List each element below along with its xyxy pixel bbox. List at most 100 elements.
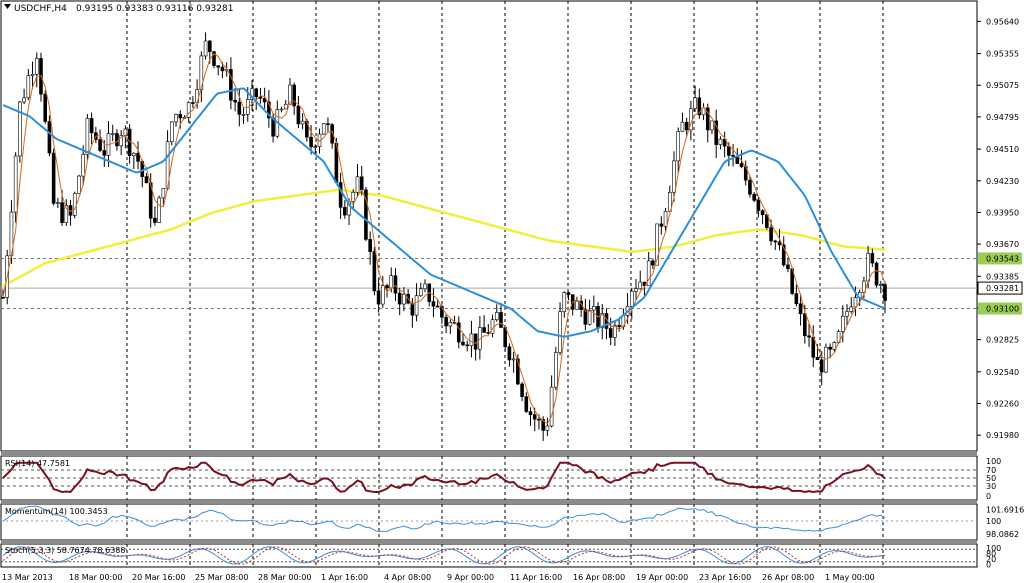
candle-body bbox=[583, 309, 588, 325]
candle-body bbox=[756, 200, 761, 211]
candle-body bbox=[798, 303, 803, 315]
momentum-panel[interactable] bbox=[0, 503, 978, 541]
candle-body bbox=[659, 223, 664, 227]
candle-body bbox=[89, 118, 94, 134]
candle-body bbox=[435, 305, 440, 308]
candle-body bbox=[229, 69, 233, 101]
candle-body bbox=[85, 118, 90, 155]
candle-body bbox=[212, 51, 216, 66]
candle-body bbox=[372, 251, 377, 292]
candle-body bbox=[613, 325, 617, 338]
price-tick-label: 0.92825 bbox=[986, 336, 1019, 345]
candle-body bbox=[397, 292, 402, 305]
time-tick-label: 1 Apr 16:00 bbox=[321, 573, 368, 582]
level-low-marker: 0.93100 bbox=[986, 305, 1019, 314]
candle-body bbox=[562, 292, 567, 312]
candle-body bbox=[309, 136, 313, 148]
candles-layer bbox=[1, 32, 887, 441]
candle-body bbox=[191, 102, 195, 104]
candle-body bbox=[465, 344, 470, 347]
candle-body bbox=[638, 281, 643, 290]
ma-long-layer bbox=[2, 188, 886, 287]
candle-body bbox=[115, 133, 119, 147]
candle-body bbox=[241, 114, 246, 116]
ma-long-line bbox=[2, 188, 886, 287]
momentum-tick-label: 100 bbox=[986, 517, 1001, 526]
candle-body bbox=[731, 155, 735, 157]
candle-body bbox=[448, 322, 453, 327]
candle-body bbox=[410, 302, 415, 316]
candle-body bbox=[292, 84, 296, 107]
candle-body bbox=[153, 217, 157, 223]
candle-body bbox=[461, 341, 465, 346]
candle-body bbox=[98, 139, 102, 151]
candle-body bbox=[558, 311, 562, 353]
candle-body bbox=[376, 290, 381, 305]
candle-body bbox=[444, 316, 448, 327]
candle-body bbox=[81, 154, 85, 177]
price-tick-label: 0.94510 bbox=[986, 145, 1019, 154]
candle-body bbox=[279, 108, 284, 111]
candle-body bbox=[364, 189, 368, 240]
candle-body bbox=[351, 191, 356, 202]
price-tick-label: 0.95075 bbox=[986, 81, 1019, 90]
candle-body bbox=[781, 244, 786, 266]
candle-body bbox=[554, 352, 558, 388]
price-tick-label: 0.93385 bbox=[986, 272, 1019, 281]
candle-body bbox=[575, 300, 579, 310]
rsi-top-label: 100 bbox=[986, 457, 1001, 466]
candle-body bbox=[794, 293, 799, 305]
candle-body bbox=[807, 335, 811, 338]
candle-body bbox=[178, 114, 183, 119]
candle-body bbox=[862, 280, 866, 293]
candle-body bbox=[77, 175, 81, 194]
rsi-level-label: 30 bbox=[986, 482, 996, 491]
candle-body bbox=[136, 152, 140, 162]
candle-body bbox=[473, 333, 478, 350]
candle-body bbox=[870, 253, 875, 264]
candle-body bbox=[853, 297, 858, 308]
price-panel[interactable] bbox=[0, 0, 978, 452]
candle-body bbox=[883, 284, 887, 301]
candle-body bbox=[819, 359, 824, 373]
candle-body bbox=[537, 418, 541, 421]
chart-ohlc: 0.93195 0.93383 0.93116 0.93281 bbox=[76, 4, 233, 14]
candle-body bbox=[440, 306, 444, 318]
horizontal-levels bbox=[1, 257, 977, 310]
candle-body bbox=[803, 313, 807, 337]
ma-slow-line bbox=[2, 87, 886, 338]
candle-body bbox=[402, 293, 406, 305]
candle-body bbox=[752, 193, 756, 201]
candle-body bbox=[72, 193, 77, 216]
candle-body bbox=[600, 313, 605, 328]
candle-body bbox=[216, 65, 221, 68]
candle-body bbox=[676, 131, 681, 162]
candle-body bbox=[22, 97, 26, 103]
candle-body bbox=[507, 346, 512, 361]
chart-symbol: USDCHF,H4 bbox=[14, 4, 67, 14]
price-tick-label: 0.94230 bbox=[986, 177, 1019, 186]
candle-body bbox=[174, 114, 178, 123]
ma-slow-layer bbox=[2, 87, 886, 338]
candle-body bbox=[634, 288, 638, 292]
candle-body bbox=[119, 135, 123, 147]
candle-body bbox=[233, 99, 237, 103]
price-axis: 0.95640 0.95355 0.95075 0.94795 0.94510 0.942… bbox=[977, 17, 1023, 440]
candle-body bbox=[528, 411, 533, 416]
candle-body bbox=[431, 301, 436, 307]
candle-body bbox=[267, 101, 271, 119]
candle-body bbox=[220, 66, 225, 72]
candle-body bbox=[714, 120, 718, 145]
candle-body bbox=[680, 121, 685, 132]
candle-body bbox=[34, 58, 39, 75]
candle-body bbox=[629, 291, 634, 307]
price-tick-label: 0.94795 bbox=[986, 113, 1019, 122]
current-price-marker: 0.93281 bbox=[986, 284, 1019, 293]
candle-body bbox=[765, 214, 769, 228]
stoch-tick-label: 0 bbox=[986, 561, 991, 570]
candle-body bbox=[355, 176, 360, 193]
candle-body bbox=[237, 101, 242, 115]
